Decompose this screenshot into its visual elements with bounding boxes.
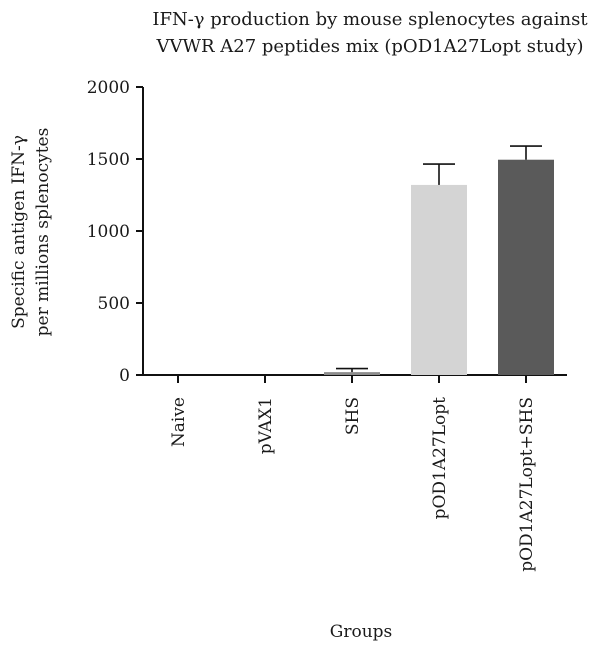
category-label-pvax1: pVAX1 — [256, 397, 276, 454]
y-tick-label-1500: 1500 — [87, 150, 130, 170]
chart-title-line-2: VVWR A27 peptides mix (pOD1A27Lopt study… — [155, 36, 583, 57]
bar-pod1a27lopt — [411, 184, 467, 375]
plot-area: 0 500 1000 1500 2000 Naive pVAX1 SHS pOD1A27Lopt… — [87, 78, 567, 572]
category-label-pod1a27lopt-shs: pOD1A27Lopt+SHS — [517, 397, 537, 572]
category-label-pod1a27lopt: pOD1A27Lopt — [430, 397, 450, 520]
y-tick-label-2000: 2000 — [87, 78, 130, 98]
y-axis-label: Specific antigen IFN-γ per millions sple… — [9, 128, 53, 337]
chart-title: IFN-γ production by mouse splenocytes ag… — [152, 9, 588, 57]
category-label-shs: SHS — [343, 397, 363, 435]
bar-pod1a27lopt-shs — [498, 159, 554, 375]
y-axis-label-line-1: Specific antigen IFN-γ — [9, 135, 29, 329]
category-label-naive: Naive — [169, 397, 189, 447]
chart-title-line-1: IFN-γ production by mouse splenocytes ag… — [152, 9, 588, 30]
x-axis-label: Groups — [330, 622, 393, 642]
y-tick-label-1000: 1000 — [87, 222, 130, 242]
y-tick-label-0: 0 — [119, 366, 130, 386]
bar-shs — [324, 372, 380, 375]
y-tick-label-500: 500 — [98, 294, 130, 314]
y-axis-label-line-2: per millions splenocytes — [33, 128, 53, 337]
